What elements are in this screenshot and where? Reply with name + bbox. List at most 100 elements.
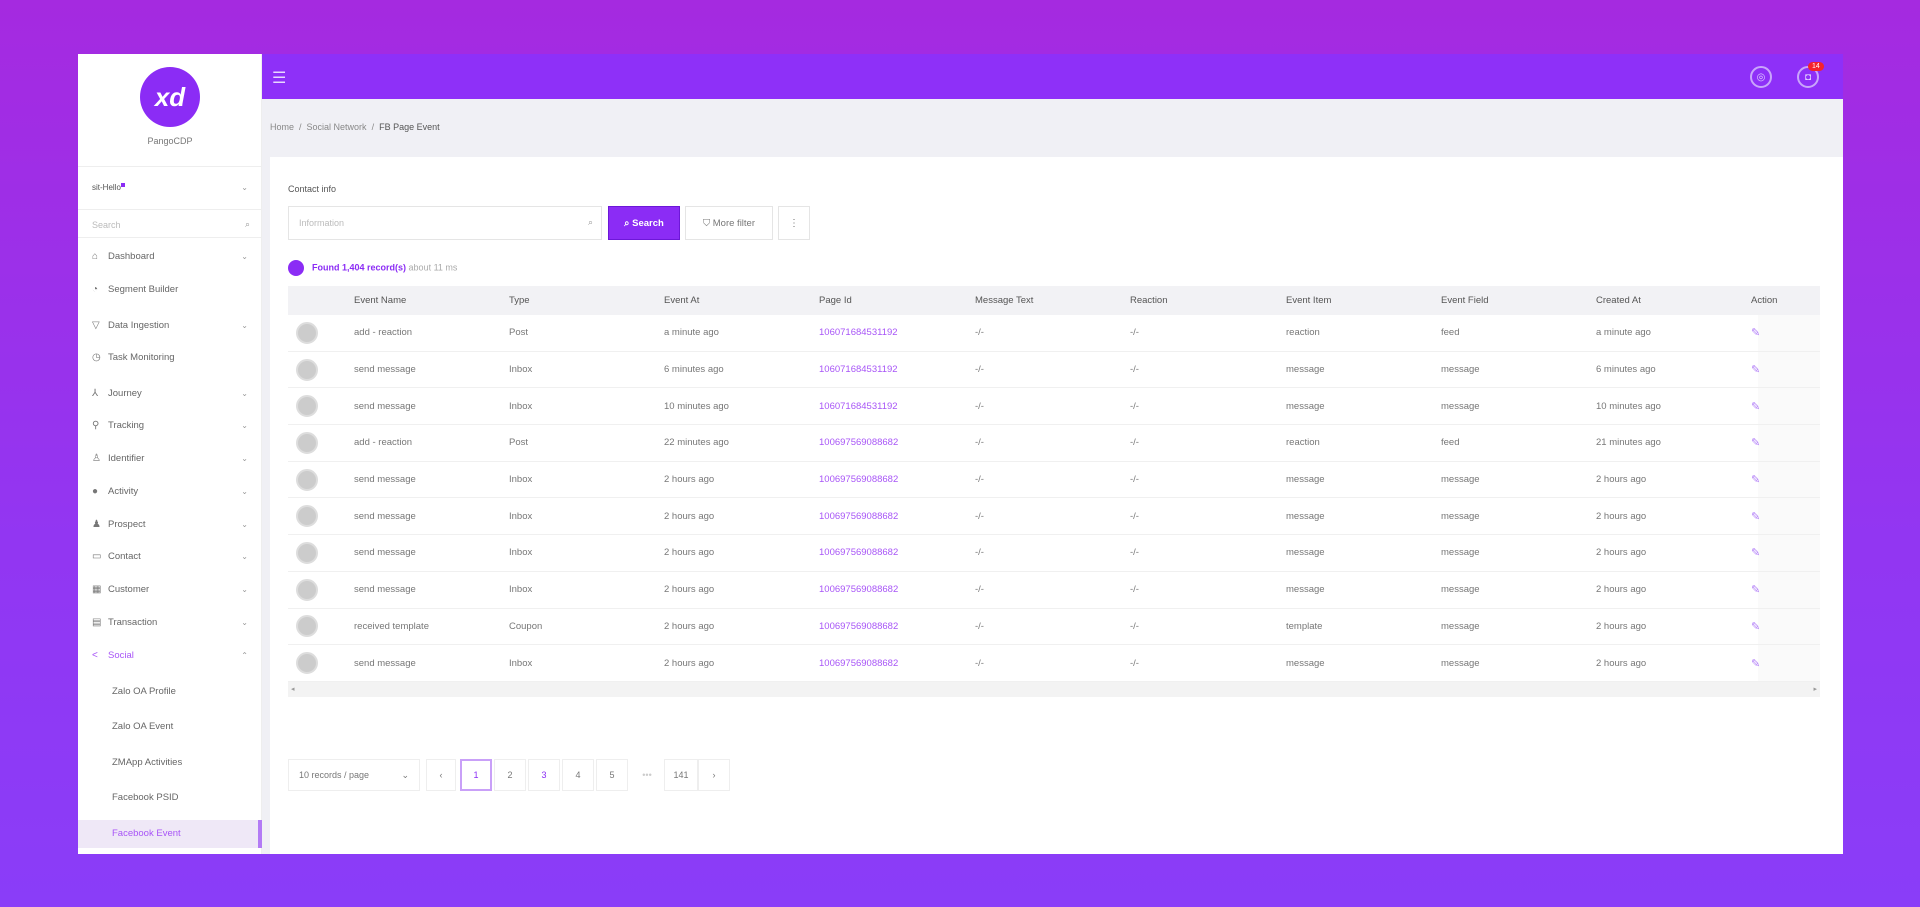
sidebar-search-input[interactable]: Search ⌕ [78, 214, 262, 238]
sidebar-item-segment-builder[interactable]: ◔ Segment Builder [78, 277, 262, 303]
page-id-link[interactable]: 106071684531192 [819, 327, 898, 339]
table-cell: -/- [1130, 437, 1139, 449]
table-row[interactable]: send message Inbox 2 hours ago 100697569088… [288, 535, 1820, 572]
column-header[interactable]: Event Name [354, 295, 407, 306]
information-input[interactable]: Information ⌕ [288, 206, 602, 240]
page-5-button[interactable]: 5 [596, 759, 628, 791]
sidebar-subitem-facebook-psid[interactable]: Facebook PSID [112, 792, 179, 803]
more-options-button[interactable]: ⋮ [778, 206, 810, 240]
edit-icon[interactable]: ✎ [1751, 474, 1761, 487]
sidebar-item-task-monitoring[interactable]: ◷ Task Monitoring [78, 345, 262, 371]
column-header[interactable]: Event Item [1286, 295, 1332, 306]
sidebar-item-label: Journey [108, 388, 142, 399]
page-id-link[interactable]: 100697569088682 [819, 547, 899, 559]
support-icon[interactable]: ◎ [1750, 66, 1772, 88]
page-1-button[interactable]: 1 [460, 759, 492, 791]
table-cell: message [1441, 584, 1480, 596]
records-icon [288, 260, 304, 276]
more-filter-button[interactable]: ⛉ More filter [685, 206, 773, 240]
bell-icon[interactable]: ◘ 14 [1797, 62, 1824, 88]
page-2-button[interactable]: 2 [494, 759, 526, 791]
table-row[interactable]: add - reaction Post 22 minutes ago 10069756… [288, 425, 1820, 462]
sidebar-item-label: Social [108, 650, 134, 661]
sidebar-item-social[interactable]: < Social ⌃ [78, 643, 262, 669]
edit-icon[interactable]: ✎ [1751, 400, 1761, 413]
table-row[interactable]: send message Inbox 2 hours ago 100697569088… [288, 498, 1820, 536]
table-row[interactable]: send message Inbox 2 hours ago 100697569088… [288, 571, 1820, 609]
page-id-link[interactable]: 100697569088682 [819, 620, 899, 632]
column-header[interactable]: Reaction [1130, 295, 1168, 306]
content-card [270, 157, 1843, 854]
edit-icon[interactable]: ✎ [1751, 437, 1761, 450]
table-row[interactable]: send message Inbox 10 minutes ago 106071684… [288, 388, 1820, 426]
chevron-down-icon: ⌄ [241, 389, 248, 398]
page-id-link[interactable]: 106071684531192 [819, 364, 898, 376]
chevron-down-icon: ⌄ [241, 487, 248, 496]
page-id-link[interactable]: 100697569088682 [819, 657, 899, 669]
page-size-select[interactable]: 10 records / page ⌄ [288, 759, 420, 791]
page-id-link[interactable]: 100697569088682 [819, 474, 899, 486]
notification-badge: 14 [1808, 62, 1824, 71]
horizontal-scrollbar[interactable]: ◂ ▸ [288, 681, 1820, 697]
page-id-link[interactable]: 100697569088682 [819, 510, 899, 522]
column-header[interactable]: Created At [1596, 295, 1641, 306]
table-row[interactable]: send message Inbox 2 hours ago 100697569088… [288, 461, 1820, 499]
edit-icon[interactable]: ✎ [1751, 620, 1761, 633]
sidebar-item-contact[interactable]: ▭ Contact ⌄ [78, 544, 262, 570]
page-last-button[interactable]: 141 [664, 759, 698, 791]
table-row[interactable]: send message Inbox 2 hours ago 100697569088… [288, 645, 1820, 682]
edit-icon[interactable]: ✎ [1751, 510, 1761, 523]
column-header[interactable]: Event At [664, 295, 700, 306]
table-row[interactable]: add - reaction Post a minute ago 1060716845… [288, 315, 1820, 352]
menu-toggle-icon[interactable]: ☰ [272, 70, 287, 87]
breadcrumb-home[interactable]: Home [270, 122, 295, 132]
table-cell: send message [354, 400, 416, 412]
edit-icon[interactable]: ✎ [1751, 364, 1761, 377]
table-cell: 2 hours ago [1596, 510, 1647, 522]
sidebar-item-prospect[interactable]: ♟ Prospect ⌄ [78, 512, 262, 538]
pagination-ellipsis[interactable]: ••• [642, 770, 652, 780]
page-id-link[interactable]: 100697569088682 [819, 437, 899, 449]
table-cell: 2 hours ago [1596, 547, 1647, 559]
sidebar-subitem-zmapp-activities[interactable]: ZMApp Activities [112, 757, 183, 768]
table-cell: Inbox [509, 657, 533, 669]
breadcrumb-social-network[interactable]: Social Network [306, 122, 367, 132]
sidebar-item-data-ingestion[interactable]: ▽ Data Ingestion ⌄ [78, 313, 262, 339]
brand-name: PangoCDP [147, 136, 193, 146]
column-header[interactable]: Page Id [819, 295, 852, 306]
sidebar-item-label: Task Monitoring [108, 352, 175, 363]
sidebar-item-identifier[interactable]: ♙ Identifier ⌄ [78, 446, 262, 472]
sidebar-item-customer[interactable]: ▦ Customer ⌄ [78, 577, 262, 603]
page-3-button[interactable]: 3 [528, 759, 560, 791]
next-page-button[interactable]: › [698, 759, 730, 791]
edit-icon[interactable]: ✎ [1751, 547, 1761, 560]
sidebar-item-dashboard[interactable]: ⌂ Dashboard ⌄ [78, 244, 262, 270]
edit-icon[interactable]: ✎ [1751, 657, 1761, 670]
column-header[interactable]: Event Field [1441, 295, 1489, 306]
page-id-link[interactable]: 106071684531192 [819, 400, 898, 412]
sidebar-item-activity[interactable]: ● Activity ⌄ [78, 479, 262, 505]
search-button[interactable]: ⌕ Search [608, 206, 680, 240]
prospect-icon: ♟ [92, 519, 101, 530]
sidebar-item-tracking[interactable]: ⚲ Tracking ⌄ [78, 413, 262, 439]
sidebar-subitem-facebook-event[interactable]: Facebook Event [78, 820, 262, 848]
column-header[interactable]: Message Text [975, 295, 1034, 306]
content-gutter [262, 157, 270, 854]
workspace-selector[interactable]: sit-Hello ⌄ [78, 166, 262, 210]
table-cell: a minute ago [664, 327, 719, 339]
sidebar-subitem-zalo-oa-event[interactable]: Zalo OA Event [112, 721, 174, 732]
sidebar-item-journey[interactable]: ⅄ Journey ⌄ [78, 381, 262, 407]
table-row[interactable]: received template Coupon 2 hours ago 100697… [288, 608, 1820, 646]
page-id-link[interactable]: 100697569088682 [819, 584, 899, 596]
table-cell: Inbox [509, 547, 533, 559]
edit-icon[interactable]: ✎ [1751, 327, 1761, 340]
table-cell: 2 hours ago [664, 510, 715, 522]
table-cell: send message [354, 657, 416, 669]
prev-page-button[interactable]: ‹ [426, 759, 456, 791]
edit-icon[interactable]: ✎ [1751, 584, 1761, 597]
column-header[interactable]: Type [509, 295, 530, 306]
sidebar-item-transaction[interactable]: ▤ Transaction ⌄ [78, 610, 262, 636]
table-row[interactable]: send message Inbox 6 minutes ago 1060716845… [288, 351, 1820, 389]
page-4-button[interactable]: 4 [562, 759, 594, 791]
sidebar-subitem-zalo-oa-profile[interactable]: Zalo OA Profile [112, 686, 176, 697]
